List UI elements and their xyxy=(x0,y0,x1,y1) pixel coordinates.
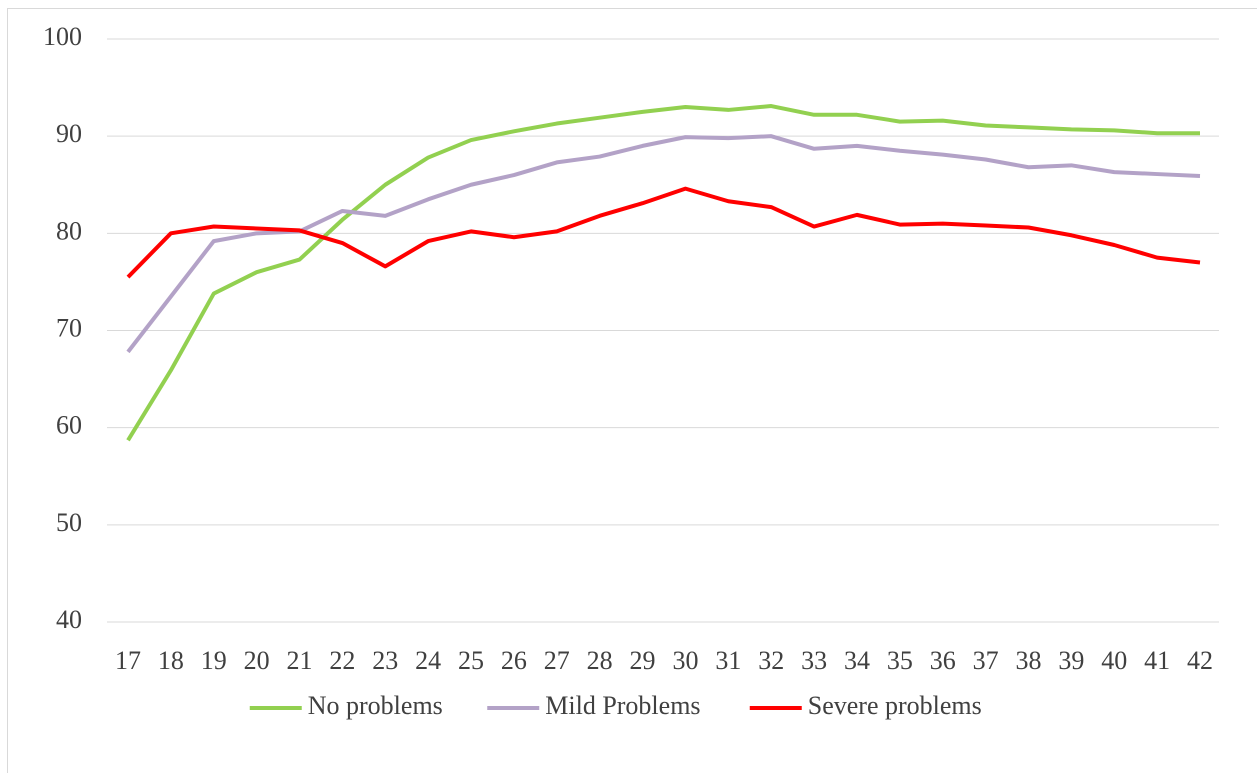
x-tick-label: 30 xyxy=(672,646,698,675)
x-tick-label: 40 xyxy=(1101,646,1127,675)
x-tick-label: 31 xyxy=(715,646,741,675)
y-tick-label: 80 xyxy=(56,216,82,245)
legend-label: No problems xyxy=(308,691,443,720)
x-tick-label: 39 xyxy=(1058,646,1084,675)
y-tick-label: 70 xyxy=(56,313,82,342)
x-tick-label: 32 xyxy=(758,646,784,675)
y-tick-label: 40 xyxy=(56,605,82,634)
x-tick-label: 18 xyxy=(158,646,184,675)
chart-border xyxy=(7,8,1257,773)
x-tick-label: 27 xyxy=(544,646,570,675)
x-tick-label: 42 xyxy=(1187,646,1213,675)
series-line xyxy=(126,134,1201,354)
x-tick-label: 34 xyxy=(844,646,870,675)
x-tick-label: 20 xyxy=(244,646,270,675)
x-tick-label: 29 xyxy=(630,646,656,675)
x-tick-label: 17 xyxy=(115,646,141,675)
x-tick-label: 19 xyxy=(201,646,227,675)
y-tick-label: 50 xyxy=(56,508,82,537)
x-tick-label: 41 xyxy=(1144,646,1170,675)
series-line xyxy=(126,104,1200,442)
legend-label: Severe problems xyxy=(808,691,982,720)
x-tick-label: 26 xyxy=(501,646,527,675)
y-tick-label: 100 xyxy=(43,22,82,51)
x-tick-label: 35 xyxy=(887,646,913,675)
x-tick-label: 24 xyxy=(415,646,441,675)
y-tick-label: 90 xyxy=(56,119,82,148)
x-tick-label: 21 xyxy=(287,646,313,675)
x-tick-label: 22 xyxy=(329,646,355,675)
x-tick-label: 37 xyxy=(973,646,999,675)
y-tick-label: 60 xyxy=(56,411,82,440)
x-tick-label: 28 xyxy=(587,646,613,675)
x-tick-label: 25 xyxy=(458,646,484,675)
x-tick-label: 38 xyxy=(1015,646,1041,675)
legend-label: Mild Problems xyxy=(545,691,700,720)
x-tick-label: 23 xyxy=(372,646,398,675)
x-tick-label: 33 xyxy=(801,646,827,675)
series-line xyxy=(126,186,1201,279)
x-tick-label: 36 xyxy=(930,646,956,675)
